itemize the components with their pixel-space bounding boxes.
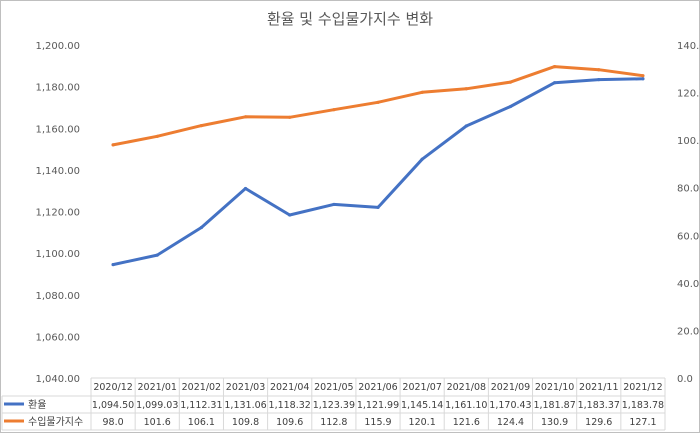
data-point-0 (597, 78, 601, 82)
data-point-1 (111, 143, 115, 147)
y-left-tick-label: 1,180.00 (35, 83, 80, 94)
table-value-0: 1,145.14 (401, 400, 443, 411)
data-point-0 (199, 225, 203, 230)
data-point-1 (420, 90, 424, 94)
data-point-1 (464, 87, 468, 91)
x-tick-label: 2021/09 (491, 382, 530, 393)
table-value-1: 130.9 (541, 417, 568, 428)
y-right-tick-label: 100.0 (677, 136, 700, 147)
table-value-1: 129.6 (585, 417, 612, 428)
data-point-1 (243, 115, 248, 119)
x-tick-label: 2021/04 (270, 382, 309, 393)
y-right-tick-label: 140.0 (677, 41, 700, 52)
data-point-0 (464, 124, 468, 128)
data-point-1 (288, 115, 292, 119)
y-right-tick-label: 120.0 (677, 89, 700, 100)
table-value-0: 1,112.31 (180, 400, 222, 411)
table-value-0: 1,121.99 (357, 400, 399, 411)
legend-label-0: 환율 (28, 399, 46, 411)
x-tick-label: 2021/12 (623, 382, 662, 393)
table-value-1: 109.6 (276, 417, 303, 428)
y-left-tick-label: 1,140.00 (35, 166, 80, 177)
series-line-0 (111, 77, 645, 267)
y-right-tick-label: 80.0 (677, 184, 699, 195)
y-left-tick-label: 1,160.00 (35, 124, 80, 135)
x-tick-label: 2021/02 (182, 382, 221, 393)
y-right-tick-label: 0.0 (677, 374, 693, 385)
table-value-0: 1,183.78 (622, 400, 664, 411)
data-point-1 (597, 68, 601, 72)
y-left-tick-label: 1,120.00 (35, 208, 80, 219)
x-tick-label: 2021/11 (579, 382, 618, 393)
x-tick-label: 2021/08 (447, 382, 486, 393)
data-point-1 (641, 74, 645, 78)
data-point-1 (553, 65, 557, 69)
y-right-tick-label: 60.0 (677, 231, 699, 242)
table-value-1: 121.6 (453, 417, 480, 428)
table-value-0: 1,131.06 (224, 400, 266, 411)
data-point-0 (420, 157, 424, 161)
data-point-0 (155, 253, 159, 257)
table-value-1: 124.4 (497, 417, 524, 428)
table-value-0: 1,118.32 (269, 400, 311, 411)
x-tick-label: 2021/07 (402, 382, 441, 393)
table-value-1: 109.8 (232, 417, 259, 428)
data-point-0 (111, 262, 115, 267)
y-right-tick-label: 40.0 (677, 279, 699, 290)
table-value-0: 1,094.50 (92, 400, 134, 411)
data-point-0 (332, 202, 336, 207)
data-point-0 (508, 104, 513, 109)
table-value-1: 127.1 (629, 417, 656, 428)
y-left-tick-label: 1,200.00 (35, 41, 80, 52)
table-value-0: 1,099.03 (136, 400, 178, 411)
table-value-0: 1,123.39 (313, 400, 355, 411)
data-point-1 (199, 124, 203, 128)
data-point-0 (553, 81, 557, 85)
table-value-0: 1,161.10 (445, 400, 487, 411)
data-point-1 (376, 100, 380, 104)
series-line-1 (111, 65, 645, 147)
data-point-0 (376, 205, 380, 209)
x-tick-label: 2021/01 (137, 382, 176, 393)
x-tick-label: 2021/05 (314, 382, 353, 393)
data-point-1 (332, 108, 336, 112)
y-right-tick-label: 20.0 (677, 326, 699, 337)
y-left-tick-label: 1,100.00 (35, 249, 80, 260)
data-point-1 (155, 134, 159, 138)
y-left-tick-label: 1,060.00 (35, 332, 80, 343)
x-tick-label: 2021/03 (226, 382, 265, 393)
table-value-1: 98.0 (102, 417, 123, 428)
data-point-0 (243, 186, 248, 191)
table-value-1: 106.1 (188, 417, 215, 428)
table-value-0: 1,181.87 (533, 400, 575, 411)
table-value-0: 1,183.37 (578, 400, 620, 411)
table-value-0: 1,170.43 (489, 400, 531, 411)
x-tick-label: 2020/12 (93, 382, 132, 393)
table-value-1: 101.6 (144, 417, 171, 428)
table-value-1: 120.1 (409, 417, 436, 428)
x-tick-label: 2021/06 (358, 382, 397, 393)
data-point-0 (288, 213, 292, 217)
chart-title: 환율 및 수입물가지수 변화 (267, 10, 433, 28)
table-value-1: 115.9 (364, 417, 391, 428)
data-point-1 (508, 80, 513, 84)
data-point-0 (641, 77, 645, 81)
table-value-1: 112.8 (320, 417, 347, 428)
y-left-tick-label: 1,040.00 (35, 374, 80, 385)
x-tick-label: 2021/10 (535, 382, 574, 393)
legend-label-1: 수입물가지수 (28, 415, 83, 428)
y-left-tick-label: 1,080.00 (35, 291, 80, 302)
